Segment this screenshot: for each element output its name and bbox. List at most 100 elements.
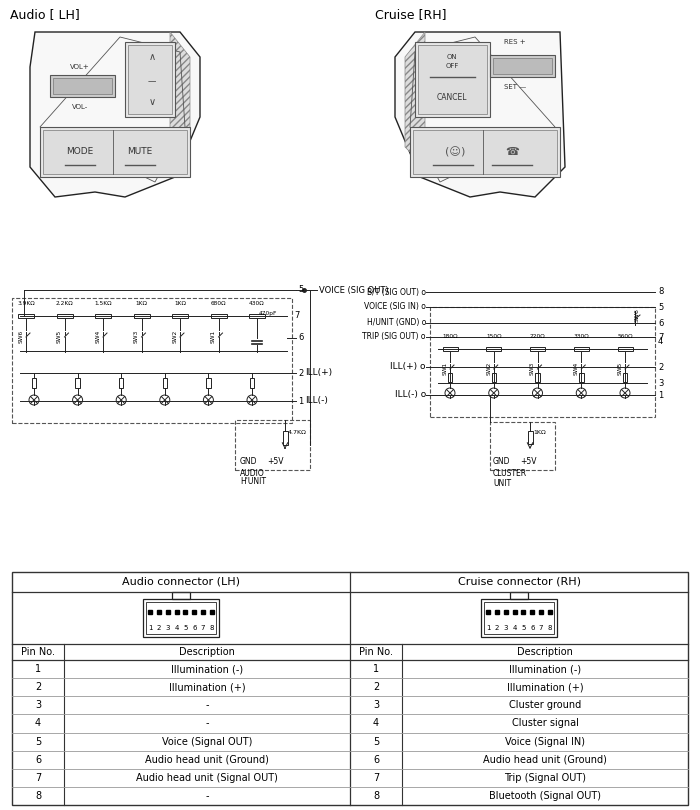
Text: 220Ω: 220Ω (530, 334, 545, 339)
Text: 4: 4 (35, 718, 41, 728)
Text: 7: 7 (373, 773, 379, 782)
Bar (481, 599, 557, 637)
Text: SW2: SW2 (172, 330, 178, 343)
Text: 8: 8 (658, 288, 664, 296)
Bar (32, 378, 36, 388)
Text: Audio connector (LH): Audio connector (LH) (122, 577, 240, 587)
Text: Cruise [RH]: Cruise [RH] (375, 8, 447, 21)
Text: B/T (SIG OUT) o: B/T (SIG OUT) o (367, 288, 426, 296)
Polygon shape (30, 32, 200, 197)
Text: AUDIO: AUDIO (240, 468, 265, 478)
Text: 2: 2 (658, 363, 664, 372)
Text: Illumination (-): Illumination (-) (509, 664, 581, 674)
Text: 6: 6 (35, 755, 41, 765)
Text: 1: 1 (486, 625, 490, 631)
Bar (623, 373, 627, 382)
Bar (250, 378, 254, 388)
Text: GND: GND (240, 457, 258, 466)
Bar (53, 78, 112, 94)
Text: ∧: ∧ (148, 52, 155, 62)
Bar (143, 599, 219, 637)
Bar (12, 572, 688, 805)
Text: 150Ω: 150Ω (486, 334, 502, 339)
Text: 5: 5 (298, 285, 303, 295)
Bar (134, 313, 150, 318)
Text: 4: 4 (512, 625, 517, 631)
Text: H'UNIT: H'UNIT (240, 478, 266, 487)
Bar (57, 313, 73, 318)
Text: (☺): (☺) (444, 147, 466, 157)
Text: 4: 4 (658, 336, 664, 346)
Text: Cruise connector (RH): Cruise connector (RH) (458, 577, 580, 587)
Polygon shape (405, 32, 425, 167)
Text: Cluster ground: Cluster ground (509, 701, 581, 710)
Bar (119, 378, 123, 388)
Text: 6: 6 (298, 334, 303, 343)
Text: MODE: MODE (66, 147, 94, 156)
Bar (490, 55, 555, 77)
Text: 8: 8 (210, 625, 214, 631)
Text: VOICE (SIG OUT): VOICE (SIG OUT) (319, 285, 388, 295)
Text: +5V: +5V (267, 457, 284, 466)
Bar (249, 313, 265, 318)
Bar (484, 602, 554, 634)
Bar (574, 347, 589, 352)
Bar (95, 313, 111, 318)
Bar (493, 58, 552, 74)
Bar (486, 347, 501, 352)
Text: Voice (Signal IN): Voice (Signal IN) (505, 736, 585, 747)
Text: VOL-: VOL- (72, 104, 88, 110)
Text: -: - (205, 791, 209, 801)
Bar (491, 373, 496, 382)
Text: Pin No.: Pin No. (359, 647, 393, 657)
Bar (125, 42, 175, 117)
Text: 2: 2 (495, 625, 499, 631)
Text: 7: 7 (201, 625, 205, 631)
Text: 1: 1 (35, 664, 41, 674)
Bar (528, 430, 533, 444)
Text: 560Ω: 560Ω (617, 334, 633, 339)
Text: 2: 2 (373, 682, 379, 693)
Text: ☎: ☎ (505, 147, 519, 157)
Bar (172, 592, 190, 599)
Text: 5: 5 (35, 736, 41, 747)
Text: SW1: SW1 (211, 330, 216, 343)
Text: Illumination (-): Illumination (-) (171, 664, 243, 674)
Text: 2: 2 (298, 369, 303, 377)
Bar (128, 45, 172, 114)
Text: 1: 1 (148, 625, 153, 631)
Text: Trip (Signal OUT): Trip (Signal OUT) (504, 773, 586, 782)
Text: CLUSTER: CLUSTER (493, 470, 527, 479)
Text: 4: 4 (373, 718, 379, 728)
Text: Illumination (+): Illumination (+) (507, 682, 583, 693)
Bar (283, 431, 288, 445)
Text: 3.9KΩ: 3.9KΩ (17, 301, 35, 306)
Text: -: - (205, 718, 209, 728)
Text: 470pF: 470pF (259, 311, 277, 316)
Bar (43, 130, 187, 174)
Text: RES +: RES + (504, 39, 526, 45)
Polygon shape (395, 32, 565, 197)
Text: ∨: ∨ (148, 97, 155, 107)
Text: —: — (148, 78, 156, 87)
Text: 180Ω: 180Ω (442, 334, 458, 339)
Text: SW5: SW5 (57, 330, 62, 343)
Bar (172, 313, 188, 318)
Text: 1KΩ: 1KΩ (174, 301, 186, 306)
Text: 2: 2 (157, 625, 161, 631)
Text: 5: 5 (183, 625, 188, 631)
Text: 6: 6 (192, 625, 197, 631)
Text: 1KΩ: 1KΩ (136, 301, 148, 306)
Text: 3: 3 (658, 378, 664, 387)
Text: Illumination (+): Illumination (+) (169, 682, 245, 693)
Text: 3: 3 (503, 625, 508, 631)
Text: SW5: SW5 (617, 361, 622, 374)
Text: 8: 8 (547, 625, 552, 631)
Bar (235, 420, 310, 470)
Bar (490, 422, 555, 470)
Bar (579, 373, 584, 382)
Bar (430, 307, 655, 417)
Text: CANCEL: CANCEL (437, 92, 468, 101)
Bar (40, 127, 190, 177)
Text: Audio head unit (Signal OUT): Audio head unit (Signal OUT) (136, 773, 278, 782)
